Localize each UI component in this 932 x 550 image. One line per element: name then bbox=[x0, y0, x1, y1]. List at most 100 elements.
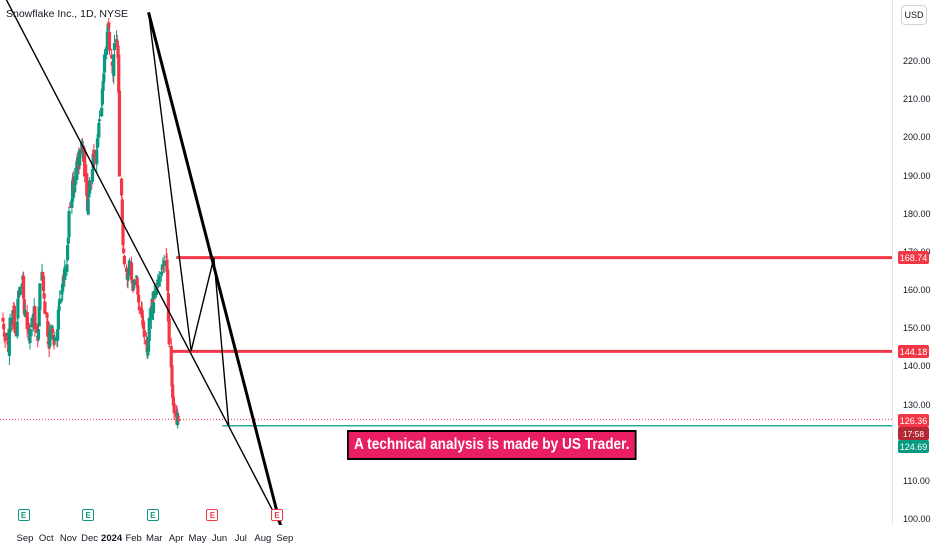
candle-body bbox=[132, 287, 136, 289]
candle-body bbox=[129, 262, 134, 280]
price-badge-168: 168.74 bbox=[898, 251, 929, 264]
candle-body bbox=[52, 341, 56, 345]
candle-body bbox=[122, 248, 126, 253]
candle-body bbox=[88, 180, 92, 194]
y-tick-label: 100.00 bbox=[903, 514, 931, 524]
candle-body bbox=[141, 321, 146, 330]
candle-body bbox=[161, 267, 166, 269]
candle-body bbox=[112, 54, 116, 77]
candle-body bbox=[16, 298, 20, 319]
candle-body bbox=[160, 268, 164, 270]
candle-body bbox=[92, 149, 96, 158]
candle-body bbox=[7, 329, 11, 356]
x-tick-label: Dec bbox=[81, 533, 99, 544]
candle-body bbox=[130, 279, 134, 284]
candle-body bbox=[83, 149, 87, 177]
candle-body bbox=[117, 54, 121, 93]
candle-body bbox=[146, 348, 150, 356]
earnings-icon[interactable]: E bbox=[82, 509, 95, 521]
candle-body bbox=[157, 275, 161, 287]
candle-body bbox=[142, 329, 146, 337]
currency-button[interactable]: USD bbox=[901, 5, 927, 25]
candle-body bbox=[65, 264, 69, 272]
candle-body bbox=[135, 277, 139, 288]
candle-body bbox=[12, 305, 16, 330]
chart-area[interactable] bbox=[0, 0, 892, 525]
candle-body bbox=[15, 321, 19, 337]
x-tick-label: Sep bbox=[16, 533, 34, 544]
y-tick-label: 190.00 bbox=[903, 170, 931, 181]
chart-title: Snowflake Inc., 1D, NYSE bbox=[6, 8, 128, 20]
y-tick-label: 180.00 bbox=[903, 208, 931, 219]
candle-body bbox=[37, 306, 41, 327]
countdown-badge: 17:58 bbox=[898, 427, 929, 440]
y-tick-label: 210.00 bbox=[903, 94, 931, 105]
price-axis[interactable] bbox=[892, 0, 932, 525]
price-chart[interactable] bbox=[0, 0, 892, 525]
y-tick-label: 200.00 bbox=[903, 132, 931, 143]
candle-body bbox=[86, 199, 90, 215]
candle-body bbox=[70, 199, 74, 208]
candle-body bbox=[121, 222, 125, 246]
candle-body bbox=[50, 325, 54, 331]
candle-body bbox=[45, 312, 49, 318]
candle-body bbox=[8, 317, 12, 333]
candle-body bbox=[68, 206, 72, 208]
candle-body bbox=[13, 326, 17, 333]
candle-body bbox=[46, 320, 50, 337]
trend-line bbox=[5, 0, 282, 525]
x-tick-label: Jul bbox=[234, 533, 247, 544]
candle-body bbox=[25, 312, 29, 330]
candle-body bbox=[38, 283, 42, 310]
y-tick-label: 220.00 bbox=[903, 56, 931, 66]
candle-body bbox=[66, 237, 70, 244]
earnings-icon[interactable]: E bbox=[146, 509, 159, 521]
price-badge-last: 126.36 bbox=[898, 414, 929, 427]
candle-body bbox=[41, 271, 45, 276]
candle-body bbox=[154, 287, 158, 296]
earnings-icon[interactable]: E bbox=[17, 509, 30, 521]
candle-body bbox=[18, 287, 22, 296]
candle-body bbox=[97, 119, 102, 121]
price-badge-124: 124.69 bbox=[898, 440, 929, 453]
candle-body bbox=[147, 317, 151, 341]
candle-body bbox=[101, 81, 105, 91]
candle-body bbox=[149, 306, 153, 320]
candle-body bbox=[60, 291, 64, 295]
candle-body bbox=[26, 323, 31, 333]
candle-body bbox=[124, 267, 129, 272]
earnings-icon[interactable]: E bbox=[206, 509, 219, 521]
candle-body bbox=[127, 260, 131, 269]
x-tick-label: Apr bbox=[168, 533, 184, 544]
candle-body bbox=[28, 329, 32, 344]
candle-body bbox=[21, 275, 26, 299]
x-tick-label: Nov bbox=[59, 533, 77, 544]
candle-body bbox=[107, 31, 112, 51]
y-tick-label: 150.00 bbox=[903, 323, 931, 334]
candle-body bbox=[137, 306, 141, 311]
candle-body bbox=[116, 45, 120, 59]
analysis-annotation: A technical analysis is made by US Trade… bbox=[347, 430, 637, 460]
candle-body bbox=[127, 268, 131, 275]
candle-body bbox=[90, 183, 94, 185]
candle-body bbox=[146, 336, 151, 352]
trend-line bbox=[213, 257, 230, 427]
candle-body bbox=[167, 317, 171, 345]
candle-body bbox=[159, 271, 163, 276]
candle-body bbox=[97, 123, 101, 138]
x-tick-label: Oct bbox=[38, 533, 54, 544]
earnings-icon[interactable]: E bbox=[271, 509, 284, 521]
x-tick-label: Mar bbox=[146, 533, 163, 544]
candle-body bbox=[122, 255, 127, 265]
candle-body bbox=[144, 339, 149, 345]
candle-body bbox=[56, 310, 60, 330]
candle-body bbox=[120, 199, 124, 223]
candle-body bbox=[152, 291, 156, 300]
candle-body bbox=[43, 301, 47, 314]
candle-body bbox=[66, 245, 70, 261]
candle-body bbox=[140, 309, 144, 318]
candle-body bbox=[100, 107, 104, 117]
trend-line bbox=[147, 12, 192, 352]
candle-body bbox=[33, 306, 37, 330]
candle-body bbox=[23, 310, 27, 317]
